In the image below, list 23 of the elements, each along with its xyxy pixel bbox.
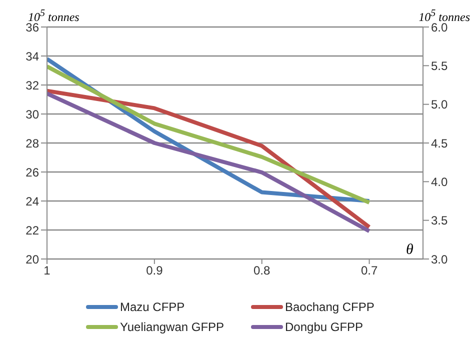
x-tick-label: 0.7: [360, 264, 378, 278]
legend-label: Dongbu GFPP: [285, 320, 364, 334]
y-tick-label: 26: [26, 165, 40, 180]
y-tick-label: 30: [26, 107, 40, 122]
y2-tick-label: 5.0: [431, 98, 448, 112]
x-tick-label: 1: [44, 264, 51, 278]
legend-label: Yueliangwan GFPP: [120, 320, 224, 334]
y2-tick-label: 5.5: [431, 58, 448, 73]
y-tick-label: 22: [26, 223, 40, 238]
y2-tick-label: 3.5: [431, 214, 448, 228]
y-tick-label: 32: [26, 78, 40, 92]
y2-tick-label: 3.0: [431, 252, 448, 266]
y2-tick-label: 4.5: [431, 136, 448, 150]
y-tick-label: 28: [26, 136, 40, 150]
y-tick-label: 20: [26, 252, 40, 266]
x-tick-label: 0.9: [146, 264, 164, 278]
y2-tick-label: 4.0: [431, 174, 448, 189]
x-axis-title: θ: [406, 242, 414, 259]
legend-label: Mazu CFPP: [120, 300, 185, 314]
x-tick-label: 0.8: [254, 264, 271, 278]
y-tick-label: 24: [26, 194, 40, 208]
y-tick-label: 34: [26, 49, 40, 64]
legend-label: Baochang CFPP: [285, 300, 374, 314]
